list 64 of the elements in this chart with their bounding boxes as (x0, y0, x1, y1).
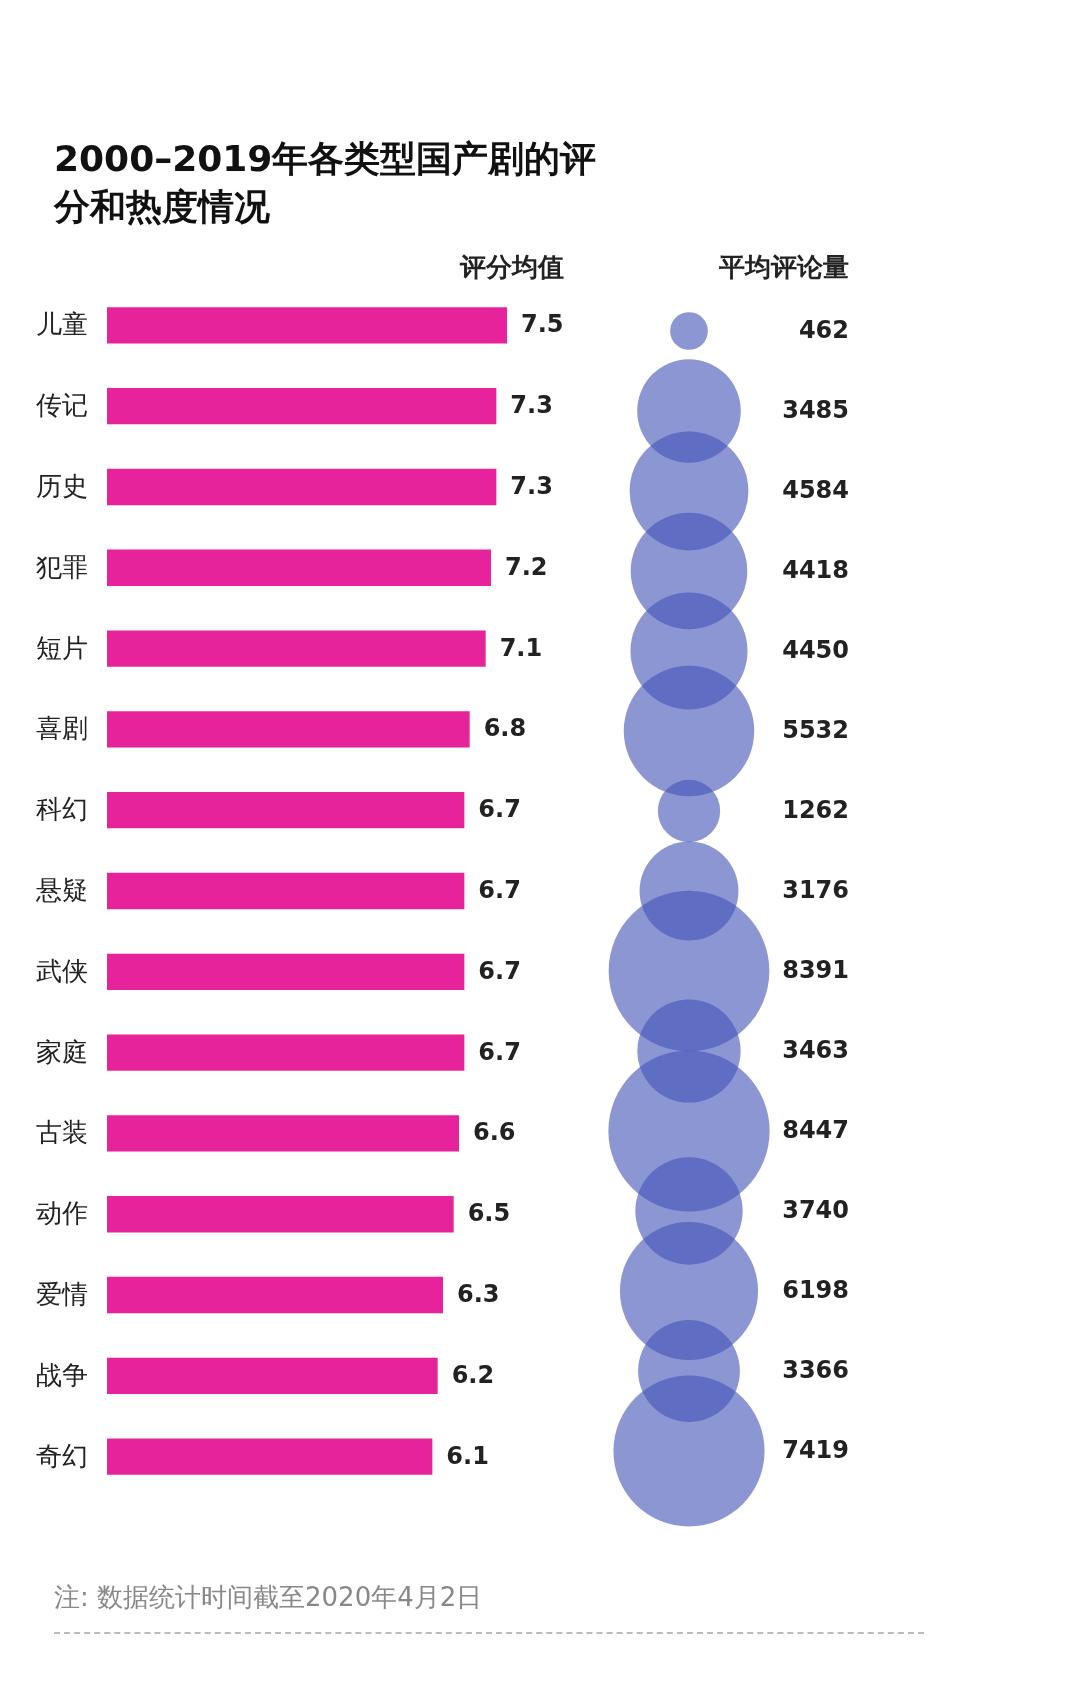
data-label: 6.7 (478, 795, 521, 824)
data-label: 8447 (782, 1116, 849, 1144)
data-label: 462 (798, 316, 849, 344)
data-label: 4450 (782, 636, 849, 664)
bar (107, 792, 465, 829)
data-label: 6.7 (478, 956, 521, 985)
y-tick-label: 犯罪 (35, 551, 88, 582)
bar (107, 1276, 443, 1314)
y-tick-label: 奇幻 (35, 1440, 88, 1471)
data-label: 7.1 (499, 633, 543, 662)
data-label: 1262 (782, 796, 849, 824)
data-label: 6.1 (446, 1441, 489, 1470)
data-label: 6.8 (483, 714, 527, 743)
data-label: 5532 (782, 716, 849, 744)
y-tick-label: 古装 (35, 1117, 88, 1148)
x-axis-title: 评分均值 (458, 252, 564, 282)
data-label: 4418 (782, 556, 849, 584)
data-label: 7.5 (521, 310, 564, 339)
text: 平均评论量 (718, 252, 849, 282)
y-tick-label: 武侠 (35, 955, 88, 986)
y-tick-label: 喜剧 (35, 713, 88, 744)
chart-title: 2000–2019年各类型国产剧的评分和热度情况 (54, 137, 598, 229)
y-tick-label: 儿童 (35, 309, 88, 340)
bar (107, 1034, 465, 1071)
y-tick-label: 科幻 (35, 794, 88, 825)
bar (107, 630, 486, 667)
y-tick-label: 传记 (35, 390, 88, 421)
data-label: 3463 (782, 1036, 849, 1064)
data-label: 6.7 (478, 876, 521, 904)
data-label: 6.2 (451, 1360, 495, 1389)
data-label: 6.3 (457, 1280, 500, 1309)
bar (107, 307, 507, 344)
data-label: 6.6 (473, 1118, 516, 1147)
bar (107, 953, 465, 990)
data-label: 7419 (782, 1436, 849, 1464)
data-label: 3485 (782, 396, 849, 424)
bar (107, 1357, 438, 1395)
bar (107, 711, 470, 748)
y-tick-label: 历史 (35, 470, 88, 501)
bar (107, 1115, 459, 1152)
bar (107, 387, 497, 425)
data-label: 4584 (782, 476, 849, 504)
y-tick-label: 战争 (35, 1359, 88, 1390)
data-label: 7.2 (505, 552, 548, 581)
data-label: 3366 (782, 1356, 849, 1384)
data-label: 6.5 (467, 1199, 511, 1228)
data-label: 8391 (782, 956, 849, 984)
bar (107, 549, 491, 586)
bar (107, 1438, 433, 1475)
data-label: 3176 (782, 876, 849, 904)
data-label: 7.3 (510, 471, 553, 500)
y-tick-label: 短片 (35, 632, 88, 663)
y-tick-label: 动作 (35, 1198, 88, 1229)
data-label: 6.7 (478, 1037, 521, 1066)
data-label: 7.3 (510, 391, 553, 420)
y-tick-label: 家庭 (35, 1036, 88, 1067)
y-tick-label: 爱情 (35, 1279, 88, 1310)
bar (107, 468, 497, 506)
data-label: 3740 (782, 1196, 849, 1224)
bar (107, 872, 465, 910)
text: 注: 数据统计时间截至2020年4月2日 (54, 1581, 483, 1614)
data-label: 6198 (782, 1276, 849, 1304)
bar (107, 1196, 454, 1233)
y-tick-label: 悬疑 (34, 875, 88, 905)
